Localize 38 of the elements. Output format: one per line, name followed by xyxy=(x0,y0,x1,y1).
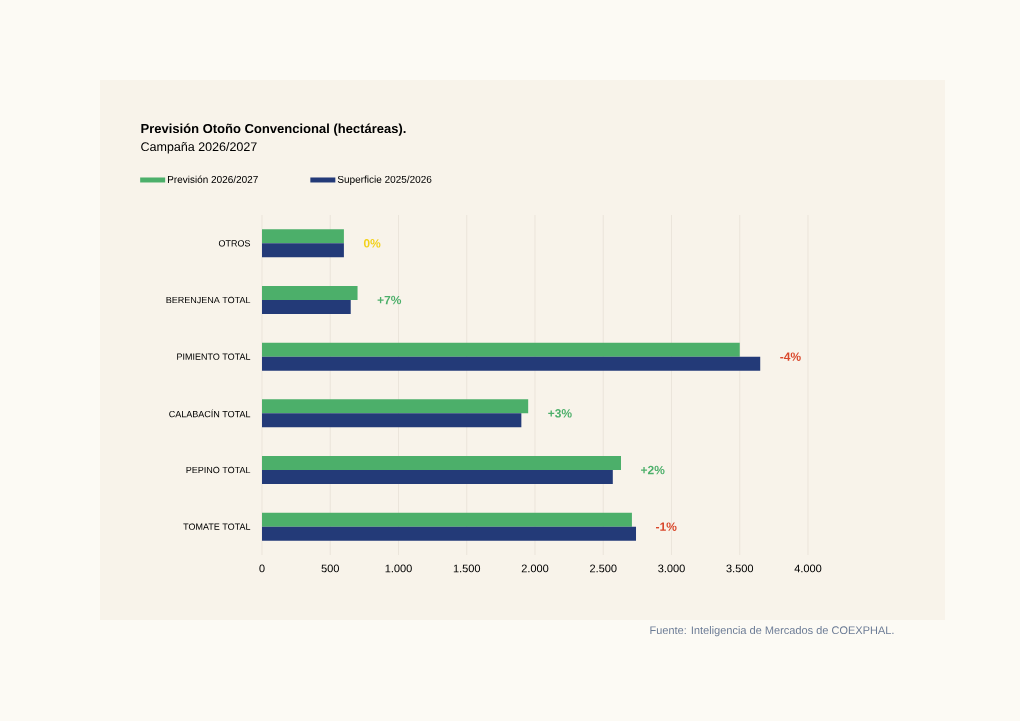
x-tick-label: 0 xyxy=(259,564,265,573)
y-tick-label: PIMIENTO TOTAL xyxy=(177,353,251,360)
x-tick-label: 1.000 xyxy=(385,564,412,573)
annotation: 0% xyxy=(363,239,381,248)
y-tick-label: TOMATE TOTAL xyxy=(183,523,251,530)
y-tick-label: OTROS xyxy=(218,240,251,247)
annotation: -4% xyxy=(780,352,801,361)
bar xyxy=(262,470,613,484)
x-tick-label: 4.000 xyxy=(794,564,822,573)
bar xyxy=(262,229,344,244)
bar xyxy=(262,243,344,258)
bar xyxy=(262,342,740,357)
bar xyxy=(262,413,522,428)
annotation: +7% xyxy=(377,295,402,305)
bar xyxy=(262,286,358,300)
bar xyxy=(262,526,637,541)
x-tick-label: 2.000 xyxy=(521,564,549,573)
bar xyxy=(262,456,621,470)
y-tick-label: BERENJENA TOTAL xyxy=(166,296,251,304)
x-tick-label: 3.000 xyxy=(658,564,685,573)
annotation: -1% xyxy=(656,522,677,531)
annotation: +2% xyxy=(641,465,665,475)
y-tick-label: CALABACÍN TOTAL xyxy=(169,409,251,418)
bar xyxy=(262,300,351,314)
legend-label: Previsión 2026/2027 xyxy=(167,175,258,184)
y-tick-label: PEPINO TOTAL xyxy=(186,466,251,474)
chart-title: Previsión Otoño Convencional (hectáreas). xyxy=(141,123,406,136)
x-tick-label: 2.500 xyxy=(590,564,617,573)
bar xyxy=(262,399,529,414)
source-note: Fuente: Inteligencia de Mercados de COEXPHAL. xyxy=(650,626,894,637)
x-tick-label: 3.500 xyxy=(726,564,754,573)
x-tick-label: 1.500 xyxy=(453,564,481,573)
x-tick-label: 500 xyxy=(321,564,339,573)
legend-label: Superficie 2025/2026 xyxy=(337,175,432,185)
bar xyxy=(262,512,632,527)
annotation: +3% xyxy=(548,409,572,418)
bar xyxy=(262,356,761,371)
chart-subtitle: Campaña 2026/2027 xyxy=(141,141,257,154)
